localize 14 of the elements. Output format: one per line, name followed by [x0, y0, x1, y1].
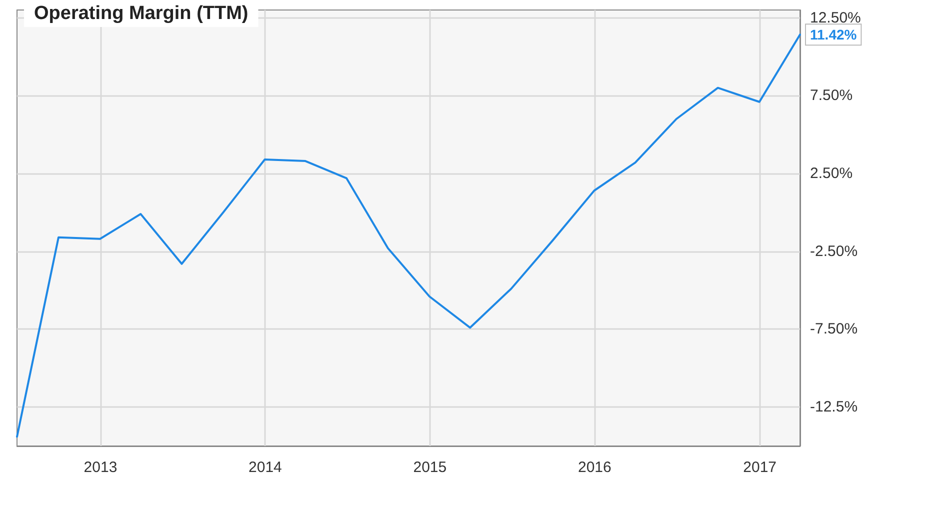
data-label: 11.42%: [810, 26, 858, 43]
y-tick-label: 7.50%: [810, 87, 853, 104]
y-tick-label: -12.5%: [810, 398, 858, 416]
x-tick-label: 2016: [578, 459, 612, 476]
x-tick-label: 2017: [743, 459, 777, 476]
y-tick-label: 2.50%: [810, 165, 853, 182]
y-tick-label: -2.50%: [810, 242, 858, 260]
y-tick-label: -7.50%: [810, 320, 858, 338]
x-tick-label: 2015: [413, 459, 447, 476]
x-tick-label: 2014: [248, 459, 282, 476]
line-series: [16, 34, 801, 438]
x-tick-label: 2013: [84, 459, 118, 476]
chart-title: Operating Margin (TTM): [34, 3, 248, 24]
y-tick-label: 12.50%: [810, 9, 861, 26]
